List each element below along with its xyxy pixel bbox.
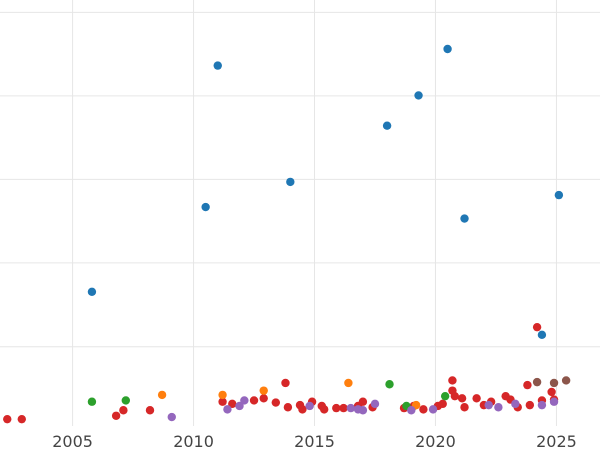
data-point — [525, 400, 535, 410]
series-group — [87, 44, 564, 340]
data-point — [339, 403, 348, 413]
data-point — [460, 214, 469, 223]
series-group — [3, 322, 559, 424]
data-point — [235, 401, 244, 411]
data-point — [344, 378, 353, 388]
data-point — [201, 202, 210, 212]
data-point — [358, 397, 368, 406]
data-point — [511, 399, 520, 409]
data-point — [457, 394, 467, 403]
data-point — [407, 406, 416, 415]
data-point — [346, 403, 356, 413]
series-group — [87, 380, 450, 411]
data-point — [537, 330, 547, 340]
data-point — [494, 403, 503, 412]
series-group — [167, 396, 559, 422]
data-point — [385, 380, 394, 389]
data-point — [119, 406, 128, 415]
data-point — [223, 405, 232, 414]
data-point — [561, 376, 571, 385]
data-point — [358, 406, 368, 415]
data-point — [554, 190, 564, 200]
data-point — [121, 396, 131, 405]
data-point — [17, 414, 26, 424]
data-point — [218, 397, 227, 406]
x-tick-label: 2020 — [415, 432, 456, 450]
data-point — [305, 401, 314, 411]
data-point — [523, 380, 532, 390]
data-point — [213, 61, 222, 70]
data-point — [428, 405, 438, 414]
data-point — [549, 378, 559, 388]
data-point — [240, 396, 249, 405]
data-point — [283, 403, 293, 412]
data-point — [419, 405, 428, 414]
data-point — [448, 376, 457, 385]
data-point — [414, 91, 423, 100]
data-point — [443, 44, 452, 54]
data-point — [259, 386, 268, 395]
data-point — [167, 412, 176, 422]
data-point — [259, 394, 268, 403]
data-point — [484, 400, 493, 410]
data-point — [319, 405, 329, 414]
x-tick-label: 2015 — [294, 432, 335, 450]
data-point — [438, 399, 447, 409]
data-point — [332, 403, 341, 413]
data-point — [111, 411, 121, 420]
data-point — [298, 405, 307, 414]
x-tick-label: 2005 — [52, 432, 93, 450]
data-point — [532, 377, 542, 387]
data-points — [3, 44, 571, 424]
data-point — [440, 391, 450, 401]
data-point — [472, 394, 481, 403]
data-point — [87, 397, 97, 406]
data-point — [382, 121, 392, 130]
data-point — [549, 397, 559, 406]
grid-lines — [0, 0, 600, 426]
x-tick-label: 2025 — [536, 432, 577, 450]
data-point — [3, 414, 12, 424]
data-point — [281, 378, 290, 388]
data-point — [157, 390, 167, 400]
data-point — [450, 391, 460, 401]
data-point — [87, 287, 97, 297]
data-point — [228, 399, 237, 409]
data-point — [532, 322, 542, 332]
data-point — [537, 400, 547, 410]
data-point — [145, 406, 155, 415]
data-point — [271, 398, 281, 407]
data-point — [286, 177, 295, 187]
data-point — [547, 387, 556, 397]
x-tick-label: 2010 — [173, 432, 214, 450]
series-group — [532, 376, 571, 388]
data-point — [370, 399, 380, 409]
data-point — [218, 390, 227, 400]
data-point — [460, 403, 469, 412]
data-point — [249, 396, 259, 405]
x-axis-ticks: 2005 2010 2015 2020 2025 — [52, 432, 577, 450]
